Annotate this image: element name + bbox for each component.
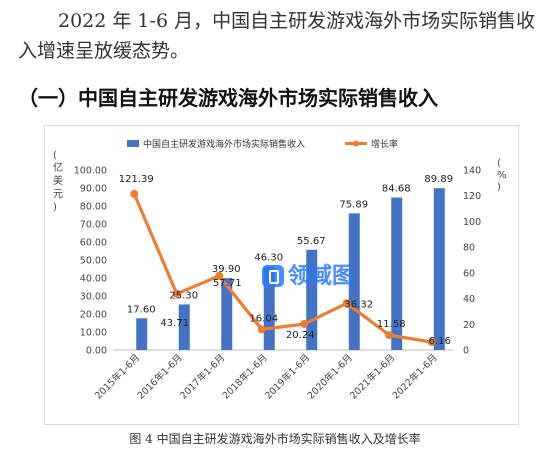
right-tick-label: 100 [463,217,481,228]
bar-value-label: 55.67 [297,236,326,247]
section-heading: （一）中国自主研发游戏海外市场实际销售收入 [18,86,438,110]
bar [391,197,403,350]
left-tick-label: 90.00 [80,184,107,195]
left-tick-label: 50.00 [80,256,107,267]
right-tick-label: 60 [463,268,475,279]
right-tick-label: 120 [463,191,481,202]
bar [263,266,275,350]
growth-value-label: 6.16 [429,336,451,347]
growth-value-label: 11.58 [377,319,406,330]
left-tick-label: 40.00 [80,274,107,285]
legend-bar-label: 中国自主研发游戏海外市场实际销售收入 [143,138,305,150]
x-tick-label: 2022年1-6月 [390,352,440,402]
growth-point [257,325,266,334]
intro-paragraph: 2022 年 1-6 月，中国自主研发游戏海外市场实际销售收入增速呈放缓态势。 [18,10,536,62]
left-tick-label: 100.00 [74,166,107,177]
left-tick-label: 0.00 [86,346,107,357]
bar-value-label: 46.30 [254,253,283,264]
left-axis-title: (亿美元) [53,150,63,213]
growth-point [385,331,394,340]
growth-point [215,271,224,280]
left-tick-label: 10.00 [80,328,107,339]
watermark-icon [262,265,284,287]
growth-value-label: 36.32 [344,299,373,310]
revenue-growth-chart: 中国自主研发游戏海外市场实际销售收入 增长率 (亿美元) (%) 0.00 10.00 20… [53,138,507,402]
watermark-text: 领域图 [288,264,355,289]
chart-container: 中国自主研发游戏海外市场实际销售收入 增长率 (亿美元) (%) 0.00 10.00 20… [44,125,519,425]
left-tick-label: 60.00 [80,238,107,249]
right-tick-label: 80 [463,243,475,254]
growth-point [300,319,309,328]
bar [433,188,445,350]
growth-value-label: 43.71 [160,318,189,329]
bar [348,213,360,350]
left-tick-label: 20.00 [80,310,107,321]
growth-value-label: 20.24 [286,330,315,341]
left-tick-label: 30.00 [80,292,107,303]
growth-point [427,338,436,347]
growth-value-label: 16.04 [249,313,278,324]
right-tick-label: 40 [463,294,475,305]
bar-value-label: 17.60 [127,304,156,315]
bar [178,304,190,350]
bar [306,249,318,350]
left-tick-label: 70.00 [80,220,107,231]
bar-value-label: 39.90 [212,264,241,275]
bar-value-label: 25.30 [169,290,198,301]
right-tick-label: 0 [463,346,469,357]
left-tick-label: 80.00 [80,202,107,213]
bar [136,318,148,350]
right-tick-label: 20 [463,320,475,331]
legend-bar-swatch [127,140,139,147]
figure-caption: 图 4 中国自主研发游戏海外市场实际销售收入及增长率 [129,432,421,446]
bar-value-label: 89.89 [424,174,453,185]
bar-value-label: 75.89 [339,199,368,210]
legend-line-label: 增长率 [371,138,398,150]
growth-point [172,289,181,298]
growth-point [342,299,351,308]
bar-value-label: 84.68 [382,184,411,195]
growth-point [130,189,139,198]
growth-value-label: 121.39 [119,174,154,185]
growth-value-label: 57.71 [213,278,242,289]
watermark: 领域图 [262,258,354,290]
legend-line-marker [353,140,359,147]
right-axis-title: (%) [497,158,507,193]
growth-line [132,193,433,344]
right-tick-label: 140 [463,166,481,177]
bar [221,278,233,350]
